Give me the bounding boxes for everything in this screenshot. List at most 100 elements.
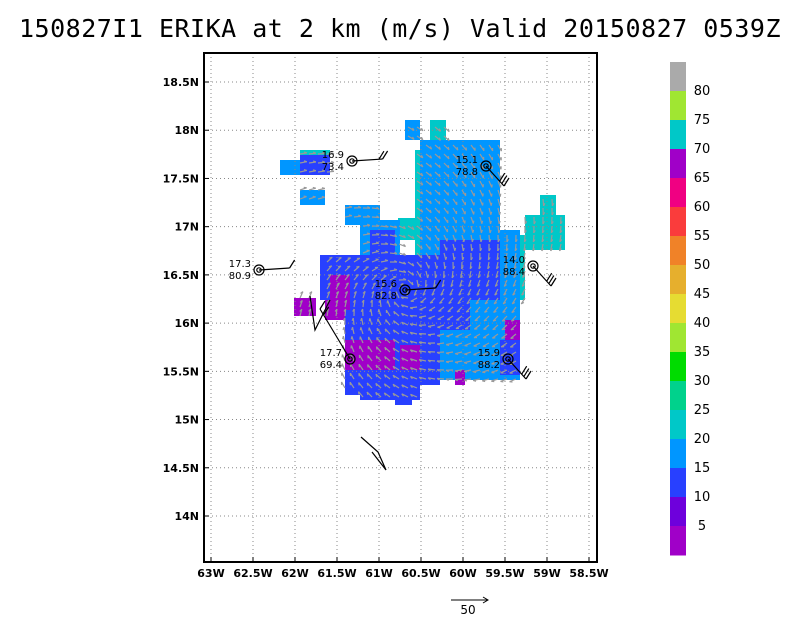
wind-vector-head <box>403 226 406 230</box>
wind-shade-cell <box>398 218 420 240</box>
wind-vector-head <box>334 308 338 312</box>
wind-vector-head <box>350 336 353 340</box>
colorbar-swatch <box>670 149 686 179</box>
wind-vector-head <box>505 248 509 252</box>
wind-vector-head <box>443 275 446 279</box>
wind-vector-head <box>366 391 369 396</box>
station-marker: 14.088.4 <box>503 255 557 287</box>
colorbar-label: 10 <box>694 490 711 505</box>
lat-lon-grid <box>204 53 597 562</box>
wind-vector-head <box>392 320 396 324</box>
wind-vector-head <box>504 266 508 270</box>
wind-vector-head <box>492 328 496 331</box>
wind-vector-head <box>394 225 398 229</box>
wind-vector-head <box>429 301 434 304</box>
wind-barb-feather <box>319 300 326 310</box>
wind-vector-head <box>411 263 415 267</box>
wind-vector-head <box>468 284 472 288</box>
map-frame <box>203 52 598 563</box>
wind-vector-head <box>464 362 468 365</box>
lat-tick-label: 16N <box>174 317 199 330</box>
lat-tick-label: 14N <box>174 510 199 523</box>
wind-shade-cell <box>540 195 556 215</box>
wind-vector-head <box>447 310 451 313</box>
wind-vector-head <box>487 266 491 270</box>
wind-vector-head <box>472 229 475 233</box>
lon-tick-label: 59.5W <box>485 567 524 580</box>
wind-vector-head <box>420 182 424 186</box>
longitude-labels: 63W 62.5W 62W 61.5W 61W 60.5W 60W 59.5W 59W 58.5W <box>197 557 609 580</box>
colorbar-swatch <box>670 352 686 382</box>
wind-vector-head <box>392 365 396 370</box>
wind-vector-head <box>521 293 525 296</box>
colorbar-label: 80 <box>694 84 711 99</box>
wind-vector-head <box>393 301 396 305</box>
wind-vector-head <box>338 256 342 259</box>
wind-vector-head <box>368 318 371 322</box>
colorbar-label: 25 <box>694 403 711 418</box>
wind-barb-feather <box>503 177 510 187</box>
wind-vector-head <box>463 238 466 242</box>
wind-vector-head <box>515 239 518 243</box>
wind-vector-head <box>403 261 407 265</box>
wind-vector-head <box>372 282 376 286</box>
wind-vector-head <box>375 392 378 396</box>
wind-vector-head <box>328 265 332 268</box>
wind-vector-head <box>542 212 546 216</box>
wind-barb-feather <box>378 150 385 160</box>
reference-vector: 50 <box>451 596 489 617</box>
wind-barb-shaft <box>351 158 383 162</box>
wind-vector-head <box>418 324 422 328</box>
wind-vector-head <box>433 284 437 288</box>
wind-vector-head <box>385 233 389 237</box>
wind-vector-head <box>438 191 441 196</box>
wind-barb-shaft <box>485 165 505 187</box>
wind-vector-head <box>411 226 415 230</box>
colorbar-swatch <box>670 468 686 498</box>
wind-vector-head <box>401 375 404 379</box>
wind-vector-head <box>514 248 518 252</box>
wind-vector-head <box>493 310 497 313</box>
wind-vector-head <box>376 224 380 227</box>
wind-vector-head <box>480 229 483 234</box>
colorbar-label: 15 <box>694 461 711 476</box>
wind-vector-head <box>352 308 355 312</box>
wind-vector-head <box>329 256 333 259</box>
wind-vector-head <box>384 365 387 369</box>
wind-vector-head <box>429 191 432 195</box>
wind-vector-head <box>541 239 545 243</box>
wind-vector-head <box>343 308 347 312</box>
wind-vector-head <box>322 151 326 155</box>
wind-vector-head <box>479 257 482 261</box>
wind-vector-head <box>438 219 440 223</box>
wind-vector-head <box>427 342 431 346</box>
colorbar-swatch <box>670 91 686 121</box>
wind-vector-head <box>429 182 432 186</box>
wind-vector-head <box>445 256 448 260</box>
wind-vector-head <box>510 337 514 340</box>
wind-vector-head <box>312 160 317 163</box>
wind-shade-cell <box>345 205 380 225</box>
wind-vector-head <box>438 137 441 141</box>
wind-vector-head <box>429 237 432 241</box>
station-marker: 17.380.9 <box>229 259 296 282</box>
wind-vector-head <box>366 240 370 243</box>
wind-vector-head <box>388 290 391 294</box>
wind-vector-head <box>447 137 450 141</box>
wind-vector-head <box>403 234 406 239</box>
wind-vector-head <box>493 301 498 305</box>
wind-barb-feather <box>435 279 442 289</box>
wind-vector-head <box>495 275 499 279</box>
wind-barb-feather <box>289 259 296 269</box>
wind-vector-head <box>328 273 332 277</box>
wind-vector-head <box>384 347 387 351</box>
station-label-top: 17.3 <box>229 259 251 270</box>
wind-vector-head <box>420 236 423 240</box>
wind-vector-head <box>524 230 527 234</box>
wind-vector-head <box>445 369 449 373</box>
wind-vector-head <box>454 370 459 373</box>
lat-tick-label: 18N <box>174 124 199 137</box>
colorbar-label: 35 <box>694 345 711 360</box>
wind-vector-head <box>474 319 478 322</box>
wind-vector-head <box>436 343 441 346</box>
